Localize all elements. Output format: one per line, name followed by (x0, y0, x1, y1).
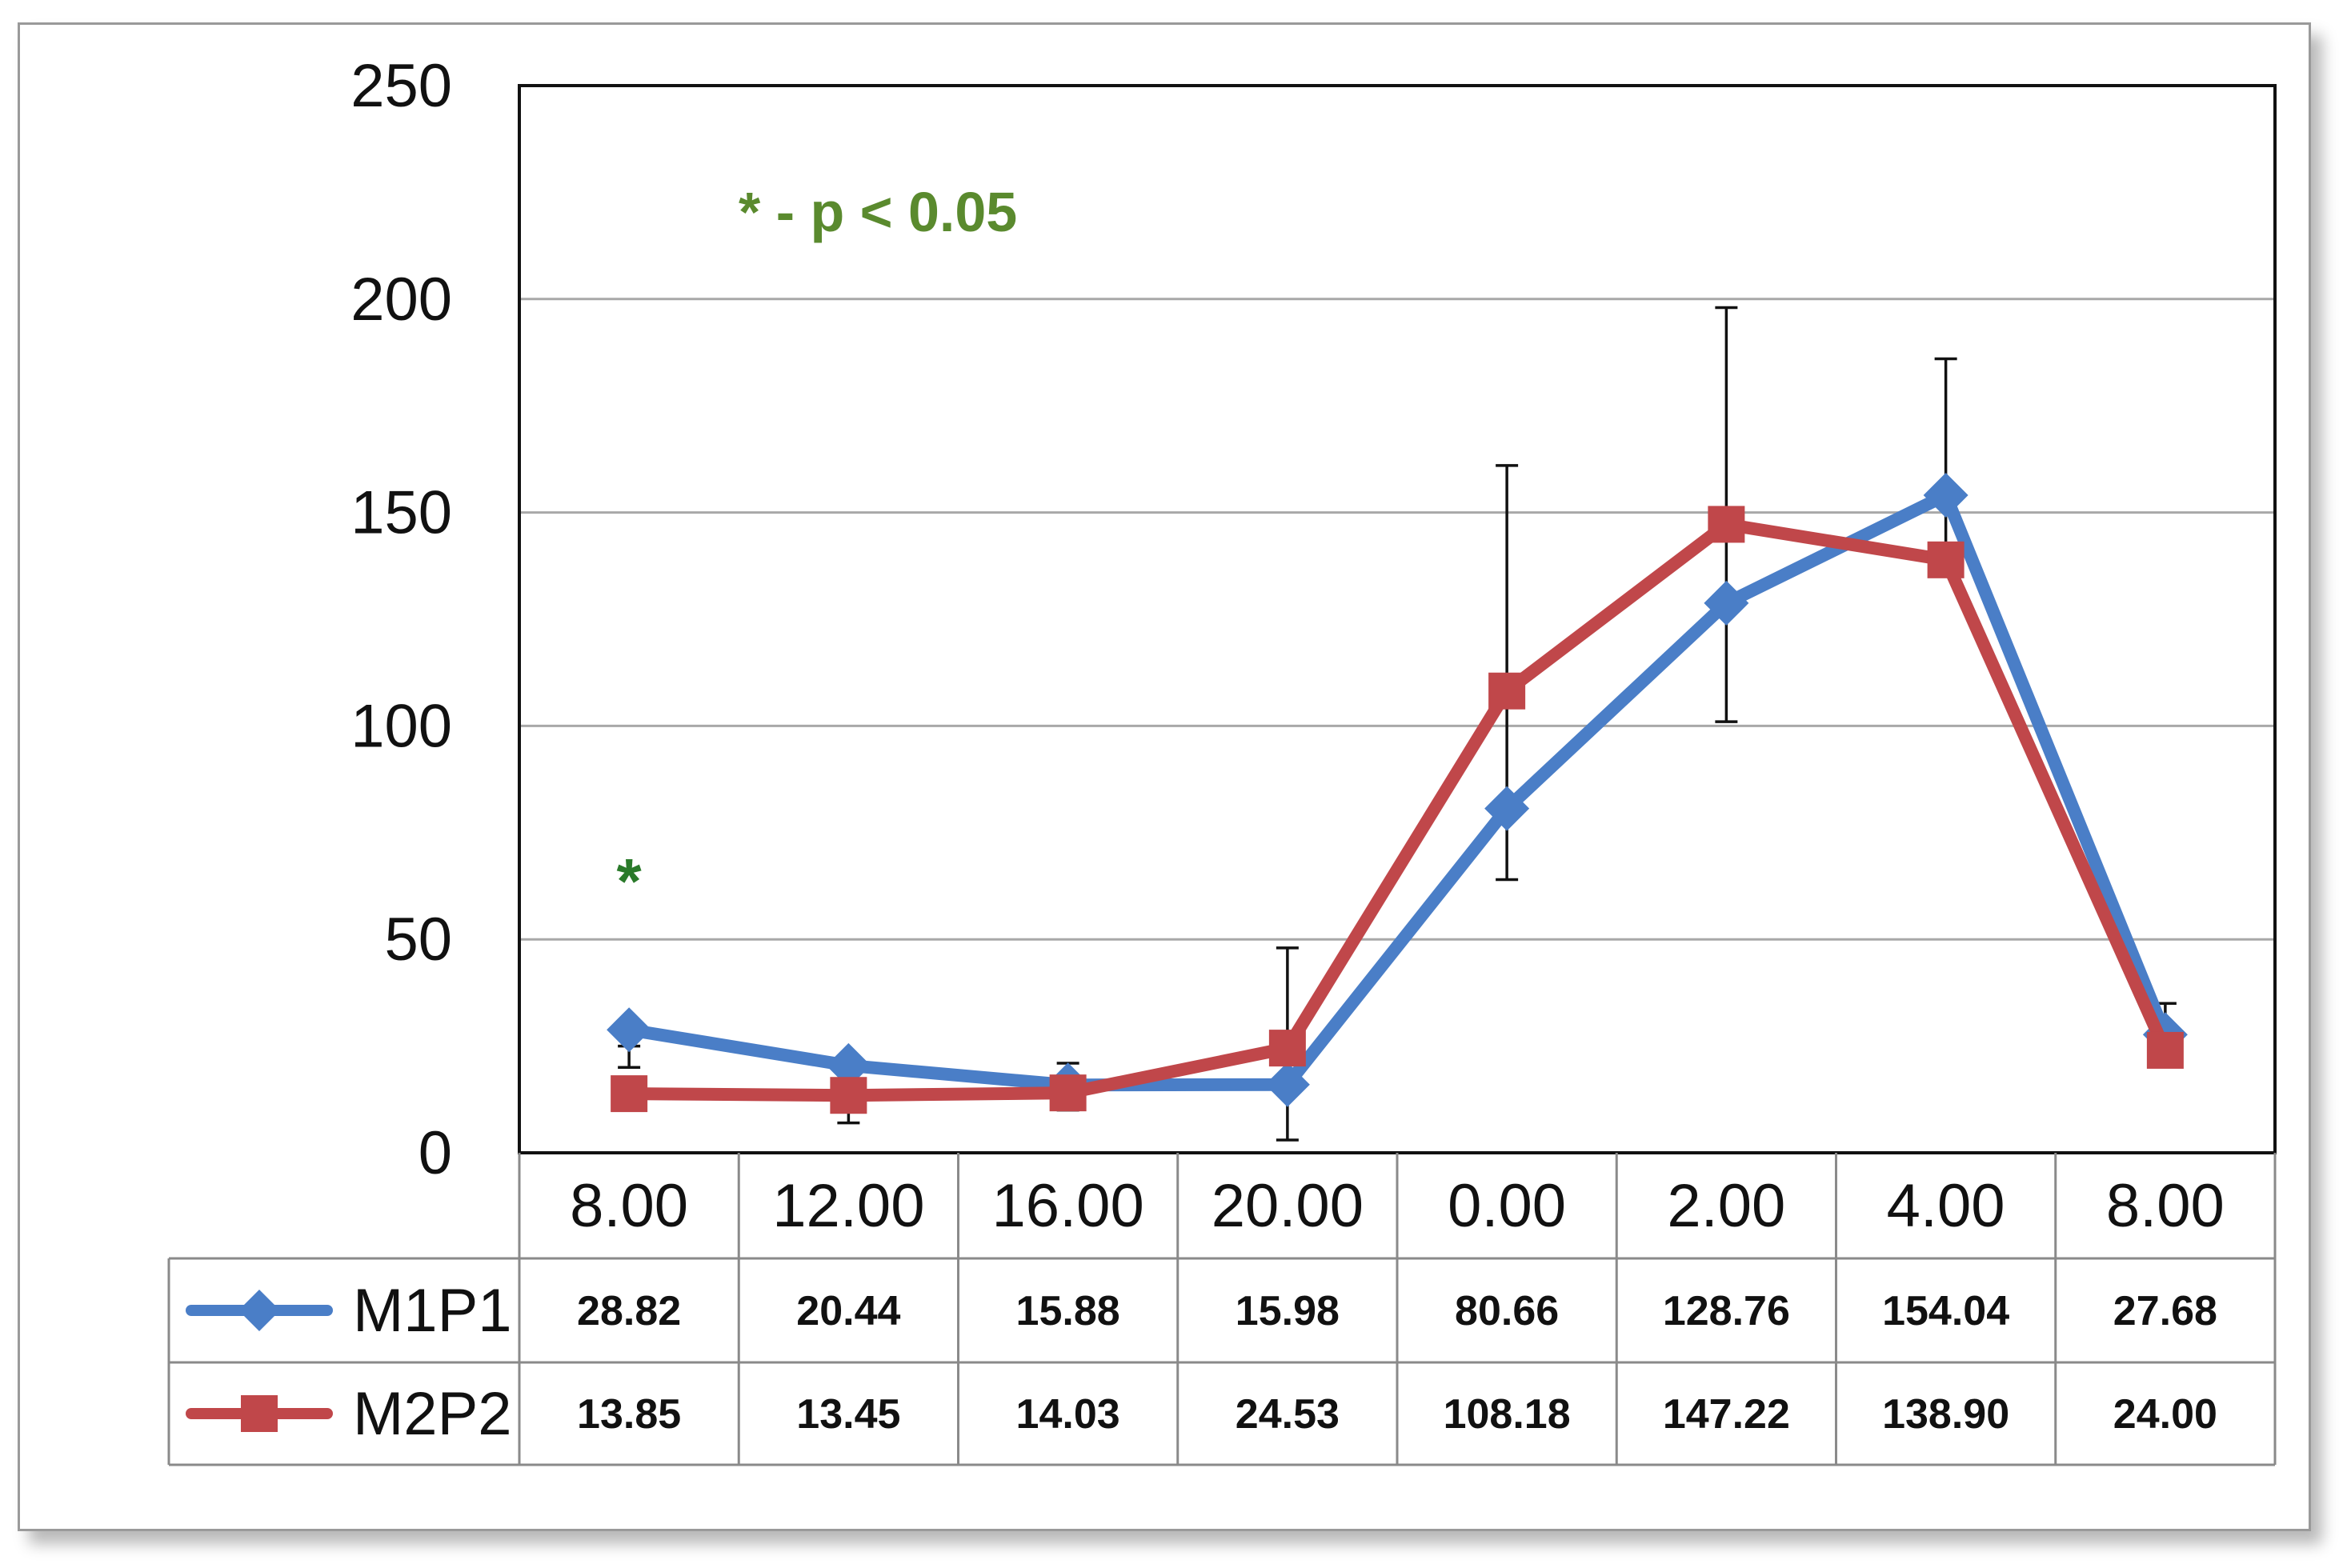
legend-label: M2P2 (353, 1380, 512, 1448)
table-cell: 24.00 (2113, 1391, 2217, 1438)
x-tick-label: 16.00 (992, 1172, 1144, 1240)
table-cell: 15.98 (1236, 1288, 1340, 1334)
table-cell: 13.45 (796, 1391, 900, 1438)
gridlines (518, 84, 2277, 1154)
series-line-M2P2 (623, 518, 2172, 1102)
x-tick-label: 0.00 (1448, 1172, 1566, 1240)
table-cell: 13.85 (577, 1391, 681, 1438)
point-M2P2 (1927, 541, 1965, 578)
table-cell: 80.66 (1455, 1288, 1559, 1334)
table-cell: 20.44 (796, 1288, 900, 1334)
x-tick-label: 12.00 (772, 1172, 924, 1240)
table-cell: 27.68 (2113, 1288, 2217, 1334)
y-tick-label: 100 (350, 692, 452, 760)
plot-area-border (518, 84, 2277, 1154)
x-tick-label: 2.00 (1667, 1172, 1785, 1240)
table-cell: 147.22 (1663, 1391, 1790, 1438)
significance-note: * - p < 0.05 (739, 181, 1017, 243)
table-cell: 138.90 (1882, 1391, 2009, 1438)
legend-label: M1P1 (353, 1277, 512, 1345)
x-tick-label: 20.00 (1212, 1172, 1364, 1240)
y-tick-label: 250 (350, 52, 452, 120)
point-M2P2 (830, 1077, 867, 1114)
legend-marker-M1P1 (238, 1290, 280, 1331)
series-line-M1P1 (623, 489, 2172, 1092)
chart-svg: 8.00 12.00 16.00 20.00 0.00 2.00 4.00 8.00 M1P1 2… (167, 52, 2277, 1466)
y-tick-label: 0 (419, 1119, 452, 1187)
chart-frame: 8.00 12.00 16.00 20.00 0.00 2.00 4.00 8.00 M1P1 2… (18, 22, 2311, 1531)
point-M1P1 (1704, 580, 1749, 626)
table-cell: 24.53 (1236, 1391, 1340, 1438)
table-cell: 15.88 (1016, 1288, 1120, 1334)
point-M1P1 (1923, 473, 1969, 518)
table-cell: 108.18 (1444, 1391, 1571, 1438)
y-tick-label: 150 (350, 479, 452, 547)
point-M2P2 (1708, 506, 1745, 543)
point-M1P1 (607, 1007, 652, 1053)
point-M2P2 (611, 1075, 648, 1113)
y-tick-label: 200 (350, 266, 452, 334)
y-tick-label: 50 (384, 906, 452, 974)
data-table: 8.00 12.00 16.00 20.00 0.00 2.00 4.00 8.00 M1P1 2… (167, 1153, 2277, 1466)
series (607, 473, 2188, 1114)
x-tick-label: 8.00 (570, 1172, 688, 1240)
table-cell: 154.04 (1882, 1288, 2009, 1334)
legend-marker-M2P2 (241, 1395, 278, 1432)
table-cell: 28.82 (577, 1288, 681, 1334)
y-axis-ticks: 0 50 100 150 200 250 (350, 52, 452, 1187)
table-cell: 14.03 (1016, 1391, 1120, 1438)
point-M2P2 (1049, 1074, 1087, 1112)
point-M2P2 (2146, 1031, 2184, 1069)
x-tick-label: 4.00 (1887, 1172, 2005, 1240)
point-M1P1 (1264, 1062, 1310, 1107)
point-M2P2 (1488, 672, 1526, 710)
significance-star: * (617, 846, 643, 917)
point-M1P1 (826, 1042, 871, 1088)
x-tick-label: 8.00 (2106, 1172, 2225, 1240)
table-cell: 128.76 (1663, 1288, 1790, 1334)
point-M2P2 (1268, 1030, 1306, 1067)
point-M1P1 (1484, 786, 1530, 831)
error-bars (618, 306, 2177, 1142)
